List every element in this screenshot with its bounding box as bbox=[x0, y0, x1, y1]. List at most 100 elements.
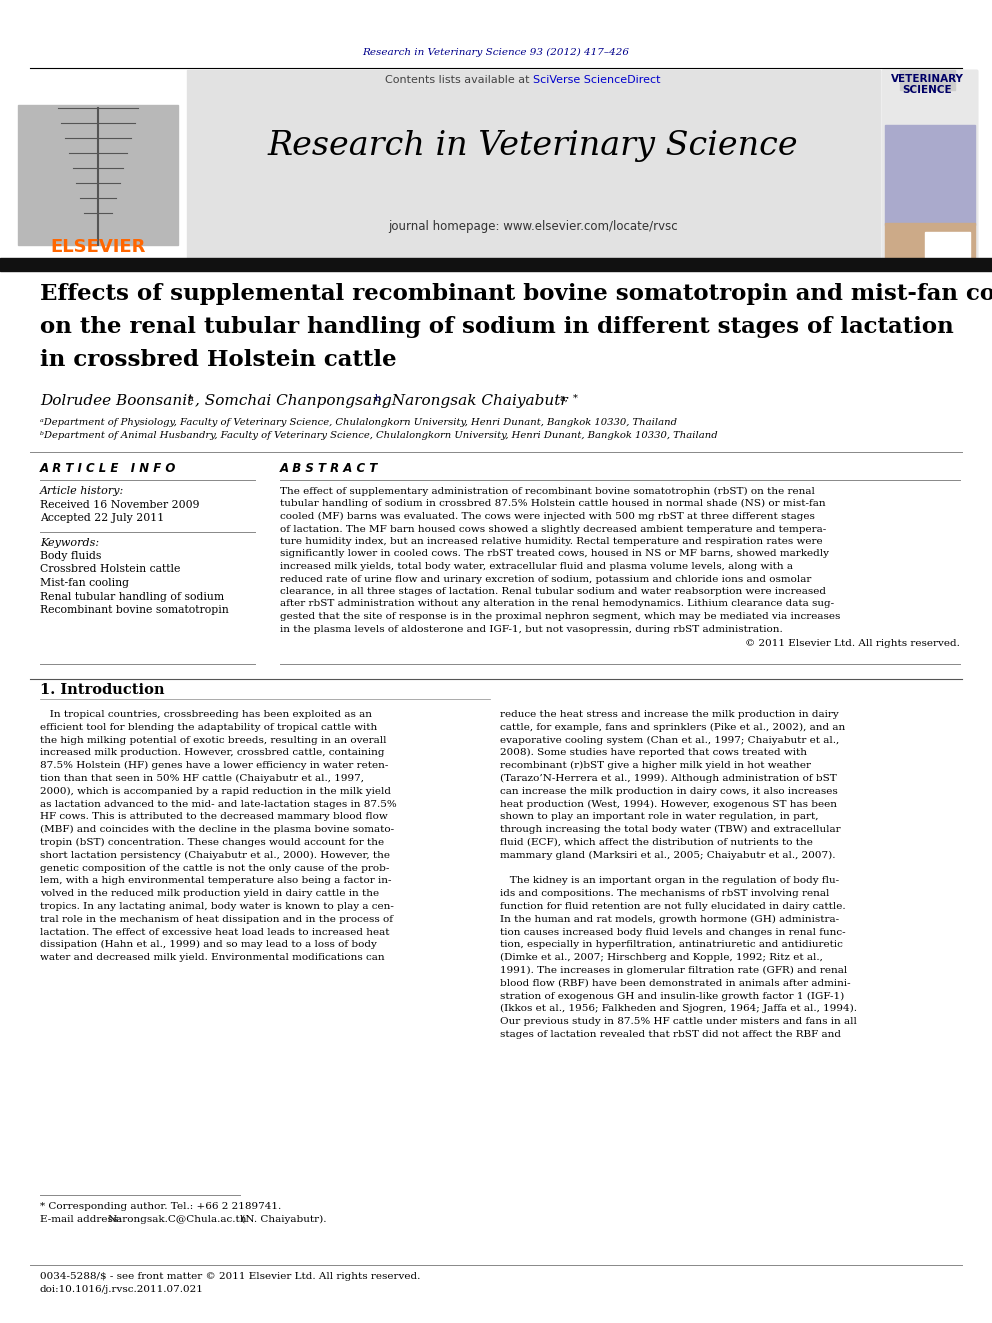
Text: SciVerse ScienceDirect: SciVerse ScienceDirect bbox=[533, 75, 661, 85]
Text: fluid (ECF), which affect the distribution of nutrients to the: fluid (ECF), which affect the distributi… bbox=[500, 837, 812, 847]
Text: gested that the site of response is in the proximal nephron segment, which may b: gested that the site of response is in t… bbox=[280, 613, 840, 620]
Text: Recombinant bovine somatotropin: Recombinant bovine somatotropin bbox=[40, 605, 229, 615]
Text: stages of lactation revealed that rbST did not affect the RBF and: stages of lactation revealed that rbST d… bbox=[500, 1031, 841, 1039]
Text: efficient tool for blending the adaptability of tropical cattle with: efficient tool for blending the adaptabi… bbox=[40, 722, 377, 732]
Text: (Ikkos et al., 1956; Falkheden and Sjogren, 1964; Jaffa et al., 1994).: (Ikkos et al., 1956; Falkheden and Sjogr… bbox=[500, 1004, 857, 1013]
Text: (Dimke et al., 2007; Hirschberg and Kopple, 1992; Ritz et al.,: (Dimke et al., 2007; Hirschberg and Kopp… bbox=[500, 953, 823, 962]
Text: Crossbred Holstein cattle: Crossbred Holstein cattle bbox=[40, 565, 181, 574]
Text: , Somchai Chanpongsang: , Somchai Chanpongsang bbox=[195, 394, 392, 407]
Text: *: * bbox=[573, 394, 578, 404]
Text: 0034-5288/$ - see front matter © 2011 Elsevier Ltd. All rights reserved.: 0034-5288/$ - see front matter © 2011 El… bbox=[40, 1271, 421, 1281]
Text: stration of exogenous GH and insulin-like growth factor 1 (IGF-1): stration of exogenous GH and insulin-lik… bbox=[500, 991, 844, 1000]
Text: HF cows. This is attributed to the decreased mammary blood flow: HF cows. This is attributed to the decre… bbox=[40, 812, 388, 822]
Bar bbox=[0, 258, 992, 271]
Text: reduce the heat stress and increase the milk production in dairy: reduce the heat stress and increase the … bbox=[500, 710, 839, 718]
Text: tropics. In any lactating animal, body water is known to play a cen-: tropics. In any lactating animal, body w… bbox=[40, 902, 394, 912]
Text: Article history:: Article history: bbox=[40, 486, 124, 496]
Bar bbox=[885, 224, 975, 258]
Text: SCIENCE: SCIENCE bbox=[902, 85, 951, 95]
Text: on the renal tubular handling of sodium in different stages of lactation: on the renal tubular handling of sodium … bbox=[40, 316, 953, 337]
Text: short lactation persistency (Chaiyabutr et al., 2000). However, the: short lactation persistency (Chaiyabutr … bbox=[40, 851, 390, 860]
Text: Renal tubular handling of sodium: Renal tubular handling of sodium bbox=[40, 591, 224, 602]
Text: reduced rate of urine flow and urinary excretion of sodium, potassium and chlori: reduced rate of urine flow and urinary e… bbox=[280, 574, 811, 583]
Text: E-mail address:: E-mail address: bbox=[40, 1215, 125, 1224]
Text: Effects of supplemental recombinant bovine somatotropin and mist-fan cooling: Effects of supplemental recombinant bovi… bbox=[40, 283, 992, 306]
Text: water and decreased milk yield. Environmental modifications can: water and decreased milk yield. Environm… bbox=[40, 953, 385, 962]
Text: journal homepage: www.elsevier.com/locate/rvsc: journal homepage: www.elsevier.com/locat… bbox=[388, 220, 678, 233]
Text: tion causes increased body fluid levels and changes in renal func-: tion causes increased body fluid levels … bbox=[500, 927, 845, 937]
Text: ᵇDepartment of Animal Husbandry, Faculty of Veterinary Science, Chulalongkorn Un: ᵇDepartment of Animal Husbandry, Faculty… bbox=[40, 431, 717, 441]
Text: (MBF) and coincides with the decline in the plasma bovine somato-: (MBF) and coincides with the decline in … bbox=[40, 826, 394, 835]
Text: Received 16 November 2009: Received 16 November 2009 bbox=[40, 500, 199, 509]
Text: increased milk production. However, crossbred cattle, containing: increased milk production. However, cros… bbox=[40, 749, 385, 757]
Text: in crossbred Holstein cattle: in crossbred Holstein cattle bbox=[40, 349, 397, 370]
Text: of lactation. The MF barn housed cows showed a slightly decreased ambient temper: of lactation. The MF barn housed cows sh… bbox=[280, 524, 826, 533]
Bar bbox=[18, 105, 178, 245]
Text: the high milking potential of exotic breeds, resulting in an overall: the high milking potential of exotic bre… bbox=[40, 736, 387, 745]
Text: lactation. The effect of excessive heat load leads to increased heat: lactation. The effect of excessive heat … bbox=[40, 927, 390, 937]
Bar bbox=[0, 67, 992, 261]
Text: shown to play an important role in water regulation, in part,: shown to play an important role in water… bbox=[500, 812, 818, 822]
Text: recombinant (r)bST give a higher milk yield in hot weather: recombinant (r)bST give a higher milk yi… bbox=[500, 761, 811, 770]
Text: genetic composition of the cattle is not the only cause of the prob-: genetic composition of the cattle is not… bbox=[40, 864, 390, 873]
Text: ELSEVIER: ELSEVIER bbox=[51, 238, 146, 255]
Text: , Narongsak Chaiyabutr: , Narongsak Chaiyabutr bbox=[382, 394, 567, 407]
Text: after rbST administration without any alteration in the renal hemodynamics. Lith: after rbST administration without any al… bbox=[280, 599, 834, 609]
Text: doi:10.1016/j.rvsc.2011.07.021: doi:10.1016/j.rvsc.2011.07.021 bbox=[40, 1285, 204, 1294]
Text: lem, with a high environmental temperature also being a factor in-: lem, with a high environmental temperatu… bbox=[40, 876, 392, 885]
Text: a,: a, bbox=[560, 394, 568, 404]
Text: 1. Introduction: 1. Introduction bbox=[40, 683, 165, 697]
Text: Our previous study in 87.5% HF cattle under misters and fans in all: Our previous study in 87.5% HF cattle un… bbox=[500, 1017, 857, 1027]
Text: increased milk yields, total body water, extracellular fluid and plasma volume l: increased milk yields, total body water,… bbox=[280, 562, 793, 572]
Text: cooled (MF) barns was evaluated. The cows were injected with 500 mg rbST at thre: cooled (MF) barns was evaluated. The cow… bbox=[280, 512, 814, 521]
Text: can increase the milk production in dairy cows, it also increases: can increase the milk production in dair… bbox=[500, 787, 838, 796]
Text: mammary gland (Marksiri et al., 2005; Chaiyabutr et al., 2007).: mammary gland (Marksiri et al., 2005; Ch… bbox=[500, 851, 835, 860]
Text: as lactation advanced to the mid- and late-lactation stages in 87.5%: as lactation advanced to the mid- and la… bbox=[40, 799, 397, 808]
Text: in the plasma levels of aldosterone and IGF-1, but not vasopressin, during rbST : in the plasma levels of aldosterone and … bbox=[280, 624, 783, 634]
Text: ture humidity index, but an increased relative humidity. Rectal temperature and : ture humidity index, but an increased re… bbox=[280, 537, 822, 546]
Text: (Tarazo’N-Herrera et al., 1999). Although administration of bST: (Tarazo’N-Herrera et al., 1999). Althoug… bbox=[500, 774, 836, 783]
Text: Research in Veterinary Science: Research in Veterinary Science bbox=[268, 130, 799, 161]
Text: evaporative cooling system (Chan et al., 1997; Chaiyabutr et al.,: evaporative cooling system (Chan et al.,… bbox=[500, 736, 839, 745]
Text: tion, especially in hyperfiltration, antinatriuretic and antidiuretic: tion, especially in hyperfiltration, ant… bbox=[500, 941, 843, 950]
Text: blood flow (RBF) have been demonstrated in animals after admini-: blood flow (RBF) have been demonstrated … bbox=[500, 979, 850, 988]
Text: tropin (bST) concentration. These changes would account for the: tropin (bST) concentration. These change… bbox=[40, 837, 384, 847]
Text: In the human and rat models, growth hormone (GH) administra-: In the human and rat models, growth horm… bbox=[500, 914, 839, 923]
Text: Narongsak.C@Chula.ac.th: Narongsak.C@Chula.ac.th bbox=[108, 1215, 247, 1224]
Bar bbox=[882, 70, 977, 258]
Text: significantly lower in cooled cows. The rbST treated cows, housed in NS or MF ba: significantly lower in cooled cows. The … bbox=[280, 549, 829, 558]
Text: The effect of supplementary administration of recombinant bovine somatotrophin (: The effect of supplementary administrati… bbox=[280, 487, 814, 496]
Text: Accepted 22 July 2011: Accepted 22 July 2011 bbox=[40, 513, 165, 523]
Text: dissipation (Hahn et al., 1999) and so may lead to a loss of body: dissipation (Hahn et al., 1999) and so m… bbox=[40, 941, 377, 950]
Text: heat production (West, 1994). However, exogenous ST has been: heat production (West, 1994). However, e… bbox=[500, 799, 837, 808]
Text: 87.5% Holstein (HF) genes have a lower efficiency in water reten-: 87.5% Holstein (HF) genes have a lower e… bbox=[40, 761, 389, 770]
Bar bbox=[925, 232, 970, 261]
Text: Contents lists available at: Contents lists available at bbox=[385, 75, 533, 85]
Text: b: b bbox=[375, 394, 381, 404]
Bar bbox=[187, 70, 880, 258]
Text: Mist-fan cooling: Mist-fan cooling bbox=[40, 578, 129, 587]
Text: A B S T R A C T: A B S T R A C T bbox=[280, 462, 378, 475]
Text: tion than that seen in 50% HF cattle (Chaiyabutr et al., 1997,: tion than that seen in 50% HF cattle (Ch… bbox=[40, 774, 364, 783]
Text: In tropical countries, crossbreeding has been exploited as an: In tropical countries, crossbreeding has… bbox=[40, 710, 372, 718]
Text: © 2011 Elsevier Ltd. All rights reserved.: © 2011 Elsevier Ltd. All rights reserved… bbox=[745, 639, 960, 648]
Text: tubular handling of sodium in crossbred 87.5% Holstein cattle housed in normal s: tubular handling of sodium in crossbred … bbox=[280, 499, 825, 508]
Text: Research in Veterinary Science 93 (2012) 417–426: Research in Veterinary Science 93 (2012)… bbox=[362, 48, 630, 57]
Text: The kidney is an important organ in the regulation of body flu-: The kidney is an important organ in the … bbox=[500, 876, 839, 885]
Text: ids and compositions. The mechanisms of rbST involving renal: ids and compositions. The mechanisms of … bbox=[500, 889, 829, 898]
Text: A R T I C L E   I N F O: A R T I C L E I N F O bbox=[40, 462, 177, 475]
Text: 1991). The increases in glomerular filtration rate (GFR) and renal: 1991). The increases in glomerular filtr… bbox=[500, 966, 847, 975]
Text: VETERINARY: VETERINARY bbox=[891, 74, 963, 83]
Text: 2008). Some studies have reported that cows treated with: 2008). Some studies have reported that c… bbox=[500, 749, 807, 757]
Text: tral role in the mechanism of heat dissipation and in the process of: tral role in the mechanism of heat dissi… bbox=[40, 914, 393, 923]
Text: Keywords:: Keywords: bbox=[40, 538, 99, 548]
Text: * Corresponding author. Tel.: +66 2 2189741.: * Corresponding author. Tel.: +66 2 2189… bbox=[40, 1203, 282, 1211]
Bar bbox=[900, 70, 955, 90]
Text: (N. Chaiyabutr).: (N. Chaiyabutr). bbox=[238, 1215, 326, 1224]
Text: Body fluids: Body fluids bbox=[40, 550, 101, 561]
Text: cattle, for example, fans and sprinklers (Pike et al., 2002), and an: cattle, for example, fans and sprinklers… bbox=[500, 722, 845, 732]
Bar bbox=[15, 70, 185, 258]
Bar bbox=[882, 70, 977, 258]
Text: a: a bbox=[188, 394, 193, 404]
Text: Dolrudee Boonsanit: Dolrudee Boonsanit bbox=[40, 394, 193, 407]
